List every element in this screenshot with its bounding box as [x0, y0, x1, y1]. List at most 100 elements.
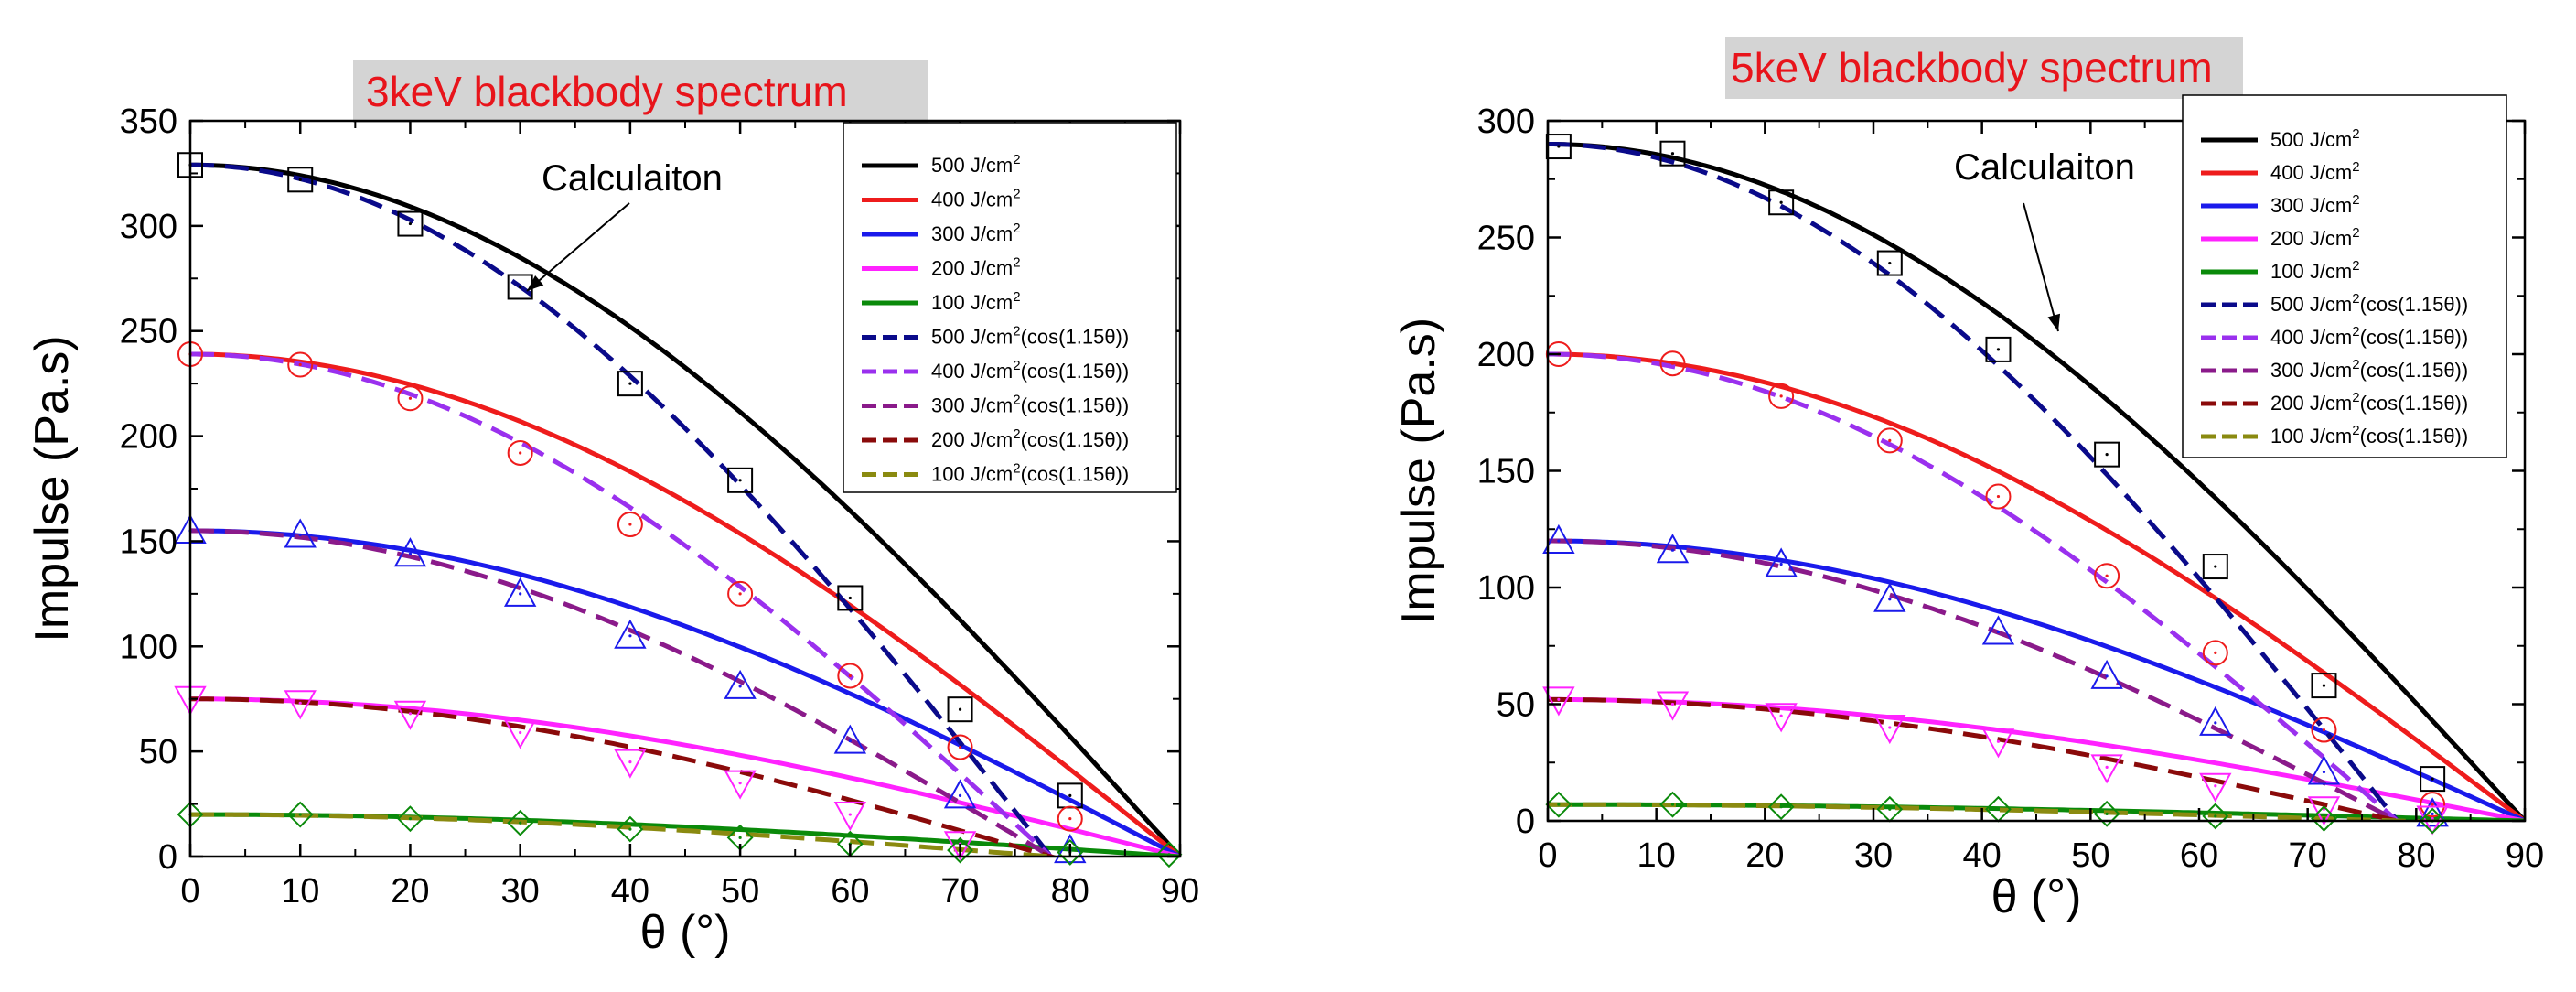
marker-dot [1888, 598, 1892, 601]
marker-triangle-up [393, 537, 427, 567]
marker-dot [628, 523, 632, 526]
marker-dot [1779, 805, 1783, 809]
x-axis-title: θ (°) [1991, 870, 2082, 923]
marker-square [947, 696, 973, 723]
marker-dot [519, 451, 522, 455]
legend-label: 200 J/cm2(cos(1.15θ)) [2270, 390, 2468, 415]
marker-circle [617, 512, 643, 538]
y-tick-label: 100 [120, 628, 177, 666]
marker-dot [1996, 494, 2001, 499]
marker-square [1768, 189, 1795, 216]
legend: 500 J/cm2 400 J/cm2 300 J/cm2 200 J/cm2 100 … [843, 122, 1177, 493]
marker-dot [1670, 548, 1675, 552]
x-tick-label: 80 [1051, 872, 1089, 911]
marker-circle [2420, 792, 2446, 818]
marker-dot [1068, 793, 1072, 797]
marker-dot [298, 178, 302, 181]
marker-circle [837, 663, 864, 689]
x-tick-label: 0 [1538, 836, 1557, 875]
marker-triangle-up [1765, 547, 1798, 577]
marker-dot [1996, 348, 2001, 351]
series-line-300 [1548, 538, 2525, 821]
marker-dot [519, 821, 522, 825]
title-background [353, 60, 928, 123]
marker-dot [958, 707, 962, 711]
legend: 500 J/cm2 400 J/cm2 300 J/cm2 200 J/cm2 100 … [2182, 94, 2507, 458]
marker-dot [1996, 807, 2001, 811]
series-line-300 [190, 528, 1180, 857]
marker-triangle-up [724, 669, 757, 699]
marker-dot [2214, 565, 2217, 568]
marker-dot [958, 745, 962, 749]
legend-label: 400 J/cm2(cos(1.15θ)) [2270, 324, 2468, 349]
marker-circle [2094, 563, 2120, 589]
marker-diamond [397, 805, 424, 833]
marker-square [727, 467, 754, 493]
marker-dot [628, 760, 632, 764]
legend-label: 100 J/cm2 [2270, 258, 2360, 283]
y-axis-title: Impulse (Pa.s) [1392, 318, 1445, 624]
x-tick-label: 10 [281, 872, 319, 911]
legend-label: 500 J/cm2(cos(1.15θ)) [2270, 291, 2468, 316]
marker-circle [397, 385, 424, 412]
series-line-300-cos115 [1548, 538, 2403, 821]
marker-square [2094, 441, 2120, 468]
marker-dot [738, 685, 742, 688]
marker-dot [408, 712, 413, 716]
marker-diamond [2311, 805, 2337, 832]
marker-dot [298, 813, 302, 816]
marker-dot [628, 634, 632, 638]
x-tick-label: 60 [2180, 836, 2218, 875]
marker-square [1876, 250, 1903, 276]
legend-label: 400 J/cm2(cos(1.15θ)) [931, 358, 1129, 383]
marker-dot [2105, 812, 2109, 815]
legend-label: 500 J/cm2 [931, 152, 1021, 177]
marker-diamond [947, 836, 973, 864]
legend-label: 100 J/cm2(cos(1.15θ)) [2270, 423, 2468, 447]
marker-dot [2214, 814, 2217, 818]
marker-dot [2105, 674, 2109, 678]
marker-dot [2214, 721, 2217, 725]
marker-triangle-up [1656, 534, 1690, 564]
y-tick-label: 300 [120, 208, 177, 246]
series-line-500-cos115 [1548, 142, 2400, 821]
marker-diamond [2093, 800, 2120, 827]
series-line-300-cos115 [190, 528, 1056, 857]
marker-dot [2214, 784, 2217, 788]
marker-dot [738, 592, 742, 596]
series-line-400-cos115 [190, 351, 1055, 857]
marker-dot [298, 533, 302, 537]
annotation-arrowhead [2047, 313, 2061, 331]
marker-circle [1985, 483, 2012, 510]
marker-diamond [1545, 791, 1572, 818]
marker-dot [1888, 261, 1892, 265]
x-tick-label: 70 [940, 872, 979, 911]
marker-dot [628, 827, 632, 831]
marker-triangle-up [614, 619, 647, 649]
marker-dot [2431, 816, 2434, 821]
marker-triangle-down [2090, 754, 2123, 784]
marker-triangle-down [1656, 691, 1690, 721]
marker-circle [1768, 383, 1795, 409]
marker-dot [628, 382, 632, 385]
marker-dot [1779, 394, 1783, 398]
marker-dot [1888, 438, 1892, 442]
marker-triangle-up [2416, 797, 2449, 827]
marker-dot [1779, 714, 1783, 717]
y-tick-label: 200 [1477, 336, 1535, 374]
y-tick-label: 0 [1516, 803, 1535, 841]
y-tick-label: 100 [1477, 569, 1535, 608]
legend-label: 300 J/cm2(cos(1.15θ)) [2270, 357, 2468, 382]
marker-circle [507, 439, 533, 466]
legend-box [843, 122, 1177, 493]
series-line-200 [190, 696, 1180, 857]
x-tick-label: 90 [1161, 872, 1199, 911]
calculation-annotation: Calculaiton [542, 158, 723, 199]
legend-label: 300 J/cm2 [2270, 192, 2360, 217]
y-tick-label: 50 [1497, 686, 1535, 725]
marker-triangle-down [1981, 728, 2015, 759]
series-line-500 [1548, 142, 2525, 821]
series-line-200-cos115 [1548, 696, 2409, 821]
marker-circle [727, 580, 754, 607]
